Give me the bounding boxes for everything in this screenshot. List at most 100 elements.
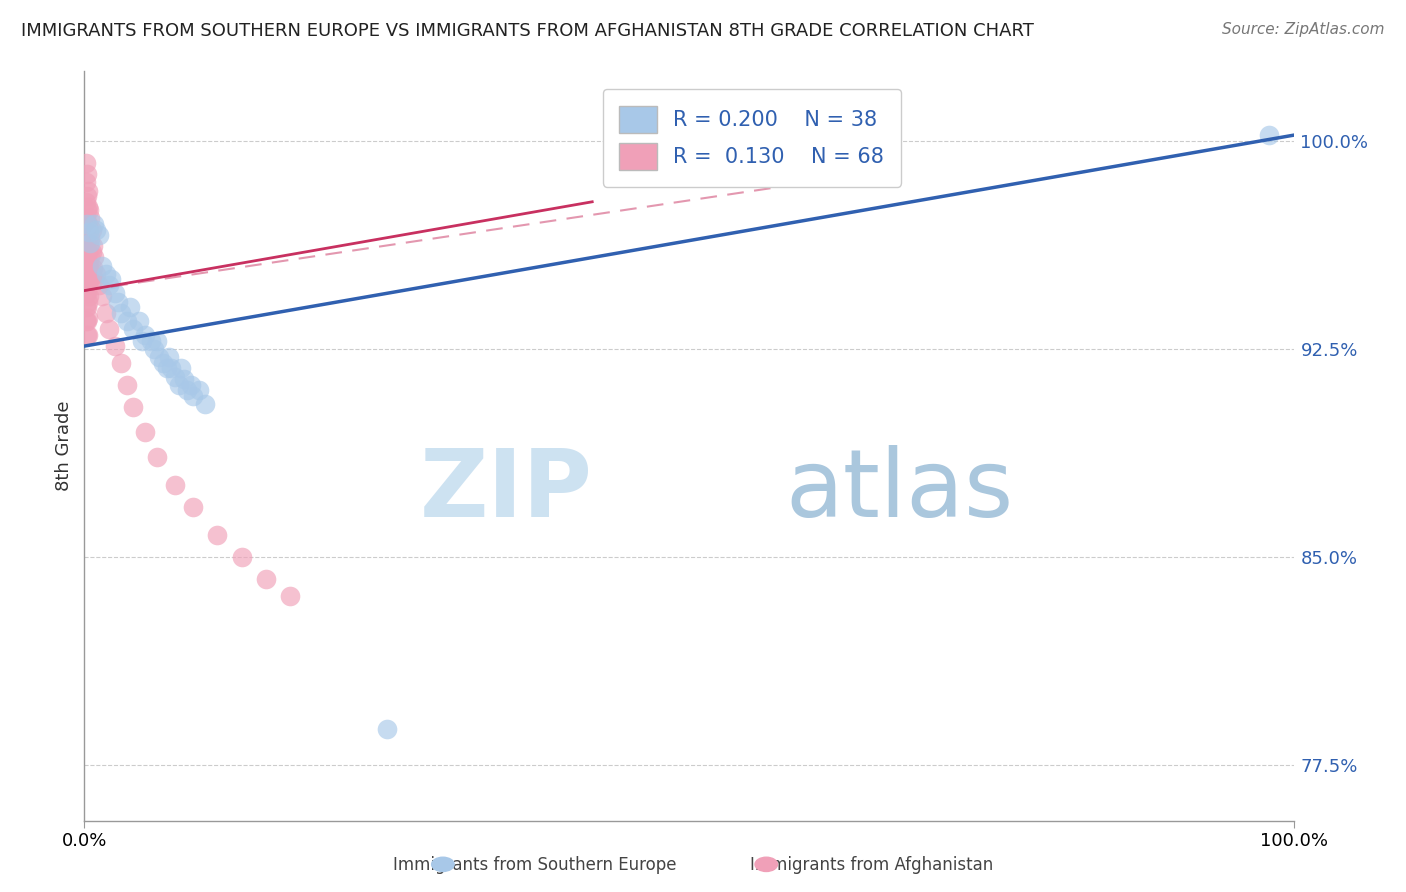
Point (76, 217, 98, 231)
Point (176, 384, 198, 398)
Point (76, 272, 98, 286)
Point (79, 231, 101, 245)
Point (77, 278, 100, 293)
Point (77, 259, 100, 273)
Point (79, 211, 101, 226)
Text: IMMIGRANTS FROM SOUTHERN EUROPE VS IMMIGRANTS FROM AFGHANISTAN 8TH GRADE CORRELA: IMMIGRANTS FROM SOUTHERN EUROPE VS IMMIG… (21, 22, 1033, 40)
Point (165, 369, 187, 384)
Point (77, 231, 100, 245)
Point (121, 322, 143, 336)
Point (77, 328, 100, 343)
Point (86, 222, 108, 236)
Point (375, 722, 398, 736)
Text: Source: ZipAtlas.com: Source: ZipAtlas.com (1222, 22, 1385, 37)
Point (75, 175, 97, 189)
Point (77, 184, 100, 198)
Point (115, 314, 138, 328)
Point (75, 267, 97, 281)
Point (76, 300, 98, 314)
Point (77, 289, 100, 303)
Point (75, 156, 97, 170)
Point (75, 300, 97, 314)
Y-axis label: 8th Grade: 8th Grade (55, 401, 73, 491)
Point (75, 194, 97, 209)
Point (82, 239, 104, 253)
Point (146, 450, 169, 464)
Point (82, 261, 104, 276)
Point (181, 389, 204, 403)
Point (76, 189, 98, 203)
Point (143, 342, 166, 356)
Text: atlas: atlas (786, 445, 1014, 537)
Point (76, 217, 98, 231)
Text: ZIP: ZIP (419, 445, 592, 537)
Point (104, 286, 127, 301)
Point (160, 361, 183, 376)
Point (91, 259, 114, 273)
Point (75, 250, 97, 264)
Point (79, 236, 101, 251)
Point (110, 356, 132, 370)
Point (76, 328, 98, 343)
Point (181, 500, 204, 514)
Point (87, 228, 110, 243)
Point (146, 334, 169, 348)
Point (77, 239, 100, 253)
Point (110, 306, 132, 320)
Point (207, 528, 229, 542)
Point (83, 272, 105, 286)
Point (76, 244, 98, 259)
Point (77, 203, 100, 218)
Point (87, 278, 110, 293)
Point (148, 350, 170, 364)
Point (80, 267, 103, 281)
Point (100, 272, 122, 286)
Point (278, 589, 301, 603)
Point (231, 549, 253, 564)
Point (76, 314, 98, 328)
Point (94, 306, 117, 320)
Point (75, 278, 97, 293)
Legend: R = 0.200    N = 38, R =  0.130    N = 68: R = 0.200 N = 38, R = 0.130 N = 68 (603, 89, 901, 186)
Point (76, 203, 98, 218)
Point (79, 272, 101, 286)
Point (76, 167, 98, 181)
Point (131, 334, 153, 348)
Point (83, 217, 105, 231)
Point (170, 361, 193, 376)
Point (254, 572, 277, 586)
Point (76, 286, 98, 301)
Point (188, 384, 211, 398)
Point (77, 256, 100, 270)
Point (1258, 128, 1281, 143)
Point (77, 200, 100, 214)
Point (76, 231, 98, 245)
Point (128, 314, 150, 328)
Point (97, 322, 120, 336)
Point (76, 259, 98, 273)
Point (75, 314, 97, 328)
Point (75, 286, 97, 301)
Text: Immigrants from Southern Europe: Immigrants from Southern Europe (392, 856, 676, 874)
Point (180, 378, 202, 392)
Point (77, 225, 100, 239)
Point (77, 244, 100, 259)
Point (77, 311, 100, 326)
Point (152, 356, 174, 370)
Point (75, 222, 97, 236)
Point (139, 334, 162, 348)
Point (86, 267, 108, 281)
Point (120, 300, 142, 314)
Point (155, 361, 177, 376)
Point (77, 294, 100, 309)
Point (194, 397, 217, 411)
Point (134, 328, 156, 343)
Point (165, 478, 187, 492)
Point (173, 372, 195, 386)
Point (91, 289, 114, 303)
Point (75, 236, 97, 251)
Point (77, 217, 100, 231)
Point (80, 244, 103, 259)
Point (104, 339, 127, 353)
Point (115, 378, 138, 392)
